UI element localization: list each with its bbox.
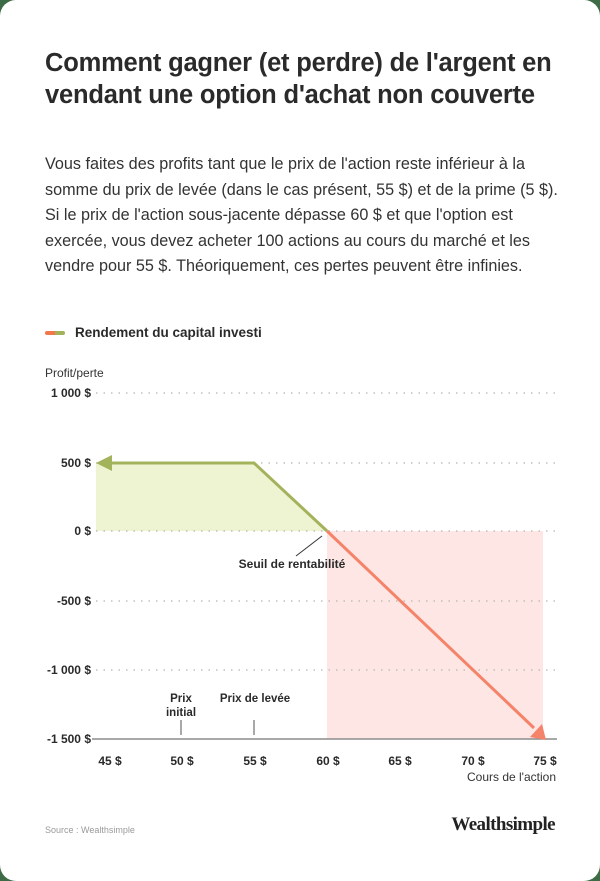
y-tick-neg1000: -1 000 $ (47, 663, 91, 677)
y-axis-title: Profit/perte (45, 366, 104, 380)
brand-logo: Wealthsimple (451, 814, 555, 835)
loss-line (325, 529, 536, 730)
x-axis-title: Cours de l'action (467, 770, 556, 784)
y-tick-0: 0 $ (74, 524, 91, 538)
y-tick-1000: 1 000 $ (51, 386, 91, 400)
y-tick-500: 500 $ (61, 456, 91, 470)
profit-area (96, 463, 327, 531)
y-tick-neg500: -500 $ (57, 594, 91, 608)
legend-swatch-icon (45, 330, 65, 335)
x-tick-60: 60 $ (316, 754, 340, 768)
initial-price-label-2: initial (166, 707, 196, 719)
x-tick-50: 50 $ (170, 754, 194, 768)
legend-label: Rendement du capital investi (75, 325, 262, 340)
x-tick-70: 70 $ (461, 754, 485, 768)
y-tick-neg1500: -1 500 $ (47, 732, 91, 746)
initial-price-label-1: Prix (170, 693, 192, 705)
x-tick-55: 55 $ (243, 754, 267, 768)
breakeven-pointer (295, 535, 323, 557)
x-tick-75: 75 $ (533, 754, 557, 768)
page-title: Comment gagner (et perdre) de l'argent e… (45, 49, 552, 109)
strike-price-label: Prix de levée (220, 693, 290, 705)
x-tick-65: 65 $ (388, 754, 412, 768)
chart-legend: Rendement du capital investi (45, 325, 262, 340)
description: Vous faites des profits tant que le prix… (45, 155, 558, 275)
x-tick-45: 45 $ (98, 754, 122, 768)
left-arrow-icon (96, 455, 112, 471)
source-note: Source : Wealthsimple (45, 825, 135, 835)
profit-line (108, 461, 329, 533)
breakeven-label: Seuil de rentabilité (239, 557, 346, 571)
down-right-arrow-icon (530, 724, 546, 740)
